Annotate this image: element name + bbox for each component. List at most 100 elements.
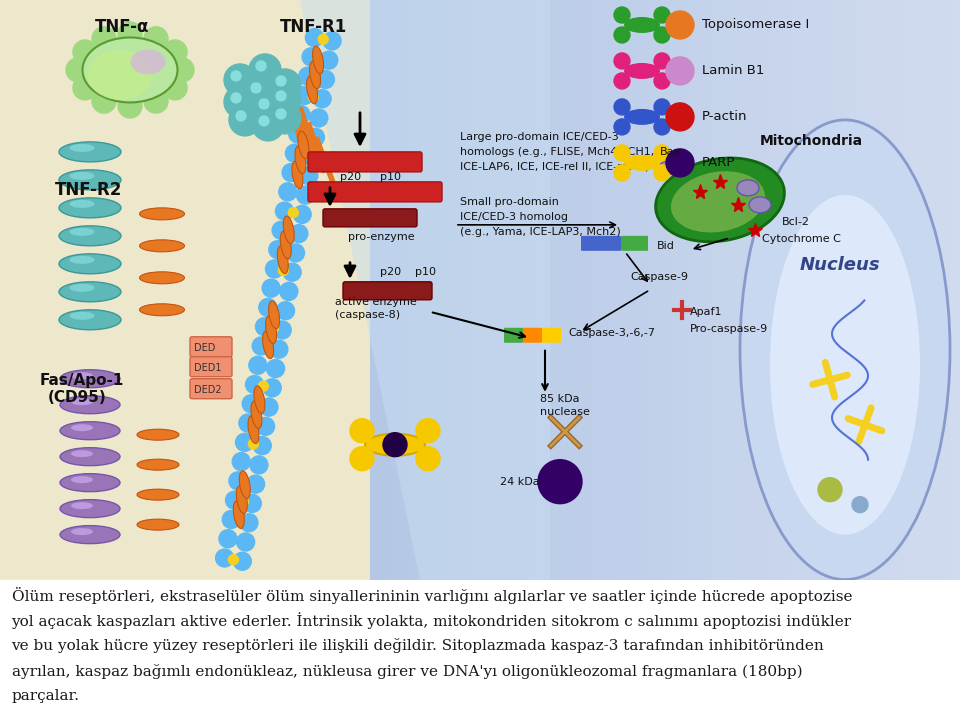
Polygon shape bbox=[630, 0, 650, 580]
Circle shape bbox=[238, 497, 249, 507]
Ellipse shape bbox=[137, 489, 179, 500]
Circle shape bbox=[278, 183, 297, 201]
Circle shape bbox=[299, 150, 308, 160]
Ellipse shape bbox=[236, 486, 248, 513]
Circle shape bbox=[666, 11, 694, 39]
Text: ve bu yolak hücre yüzey reseptörleri ile ilişkili değildir. Sitoplazmada kaspaz-: ve bu yolak hücre yüzey reseptörleri ile… bbox=[12, 638, 825, 653]
Circle shape bbox=[228, 554, 238, 564]
Circle shape bbox=[255, 318, 274, 336]
Ellipse shape bbox=[69, 228, 94, 236]
Circle shape bbox=[66, 58, 90, 82]
Circle shape bbox=[416, 446, 440, 471]
Circle shape bbox=[614, 7, 630, 23]
Polygon shape bbox=[810, 0, 830, 580]
Text: Bid: Bid bbox=[657, 240, 675, 251]
Text: Nucleus: Nucleus bbox=[800, 256, 880, 274]
Circle shape bbox=[240, 513, 258, 531]
Ellipse shape bbox=[624, 63, 660, 79]
Polygon shape bbox=[790, 0, 810, 580]
Polygon shape bbox=[0, 0, 480, 580]
Circle shape bbox=[228, 472, 247, 490]
Circle shape bbox=[818, 477, 842, 502]
Ellipse shape bbox=[69, 144, 94, 152]
Ellipse shape bbox=[71, 528, 93, 535]
Circle shape bbox=[144, 27, 168, 51]
Circle shape bbox=[313, 90, 331, 108]
Ellipse shape bbox=[139, 240, 184, 252]
FancyBboxPatch shape bbox=[621, 236, 648, 251]
Circle shape bbox=[383, 433, 407, 456]
Circle shape bbox=[252, 109, 284, 141]
Circle shape bbox=[852, 497, 868, 513]
Circle shape bbox=[416, 419, 440, 443]
Polygon shape bbox=[410, 0, 430, 580]
Ellipse shape bbox=[60, 396, 120, 414]
Circle shape bbox=[269, 69, 301, 101]
Polygon shape bbox=[690, 0, 710, 580]
Circle shape bbox=[272, 221, 290, 239]
Circle shape bbox=[305, 29, 324, 47]
Circle shape bbox=[251, 83, 261, 93]
FancyBboxPatch shape bbox=[343, 282, 432, 300]
FancyBboxPatch shape bbox=[308, 152, 422, 172]
Ellipse shape bbox=[298, 131, 309, 158]
Ellipse shape bbox=[71, 424, 93, 431]
Text: ayrılan, kaspaz bağımlı endonükleaz, nükleusa girer ve DNA'yı oligonükleozomal f: ayrılan, kaspaz bağımlı endonükleaz, nük… bbox=[12, 664, 803, 679]
Polygon shape bbox=[890, 0, 910, 580]
Ellipse shape bbox=[137, 429, 179, 440]
Ellipse shape bbox=[71, 450, 93, 457]
Ellipse shape bbox=[737, 180, 759, 196]
Circle shape bbox=[233, 552, 252, 570]
Circle shape bbox=[324, 32, 341, 50]
Circle shape bbox=[308, 92, 319, 102]
Circle shape bbox=[224, 64, 256, 96]
Circle shape bbox=[276, 76, 286, 86]
Text: ICE/CED-3 homolog: ICE/CED-3 homolog bbox=[460, 212, 568, 222]
Polygon shape bbox=[550, 0, 570, 580]
Ellipse shape bbox=[139, 208, 184, 220]
Text: (e.g., Yama, ICE-LAP3, Mch2): (e.g., Yama, ICE-LAP3, Mch2) bbox=[460, 227, 621, 237]
Polygon shape bbox=[710, 0, 730, 580]
Text: p10: p10 bbox=[415, 267, 436, 276]
Circle shape bbox=[614, 73, 630, 89]
Circle shape bbox=[269, 323, 278, 333]
Circle shape bbox=[614, 145, 630, 161]
Ellipse shape bbox=[280, 231, 291, 258]
Polygon shape bbox=[910, 0, 930, 580]
FancyBboxPatch shape bbox=[190, 337, 232, 356]
Circle shape bbox=[266, 260, 283, 278]
Text: DED2: DED2 bbox=[194, 384, 222, 395]
Ellipse shape bbox=[60, 526, 120, 544]
FancyBboxPatch shape bbox=[542, 328, 561, 343]
Circle shape bbox=[223, 510, 240, 528]
Circle shape bbox=[302, 48, 320, 66]
Text: p20: p20 bbox=[380, 267, 401, 276]
Ellipse shape bbox=[239, 471, 251, 498]
Circle shape bbox=[666, 149, 694, 177]
Circle shape bbox=[317, 71, 334, 89]
Circle shape bbox=[666, 57, 694, 85]
Text: (caspase-8): (caspase-8) bbox=[335, 310, 400, 320]
Circle shape bbox=[231, 93, 241, 103]
Circle shape bbox=[144, 89, 168, 113]
Circle shape bbox=[216, 549, 233, 567]
Text: DED: DED bbox=[194, 343, 215, 353]
Ellipse shape bbox=[248, 416, 259, 444]
Ellipse shape bbox=[69, 200, 94, 208]
Circle shape bbox=[286, 244, 304, 262]
Polygon shape bbox=[510, 0, 530, 580]
Text: TNF-α: TNF-α bbox=[95, 18, 150, 36]
Text: DED1: DED1 bbox=[194, 363, 222, 373]
Ellipse shape bbox=[69, 312, 94, 320]
Polygon shape bbox=[470, 0, 490, 580]
FancyBboxPatch shape bbox=[190, 356, 232, 377]
Circle shape bbox=[243, 495, 261, 513]
Circle shape bbox=[260, 398, 277, 416]
Text: parçalar.: parçalar. bbox=[12, 689, 80, 703]
Circle shape bbox=[258, 381, 269, 391]
Text: pro-enzyme: pro-enzyme bbox=[348, 232, 415, 242]
Circle shape bbox=[654, 99, 670, 115]
Ellipse shape bbox=[740, 120, 950, 580]
Circle shape bbox=[285, 144, 303, 162]
Ellipse shape bbox=[137, 459, 179, 470]
